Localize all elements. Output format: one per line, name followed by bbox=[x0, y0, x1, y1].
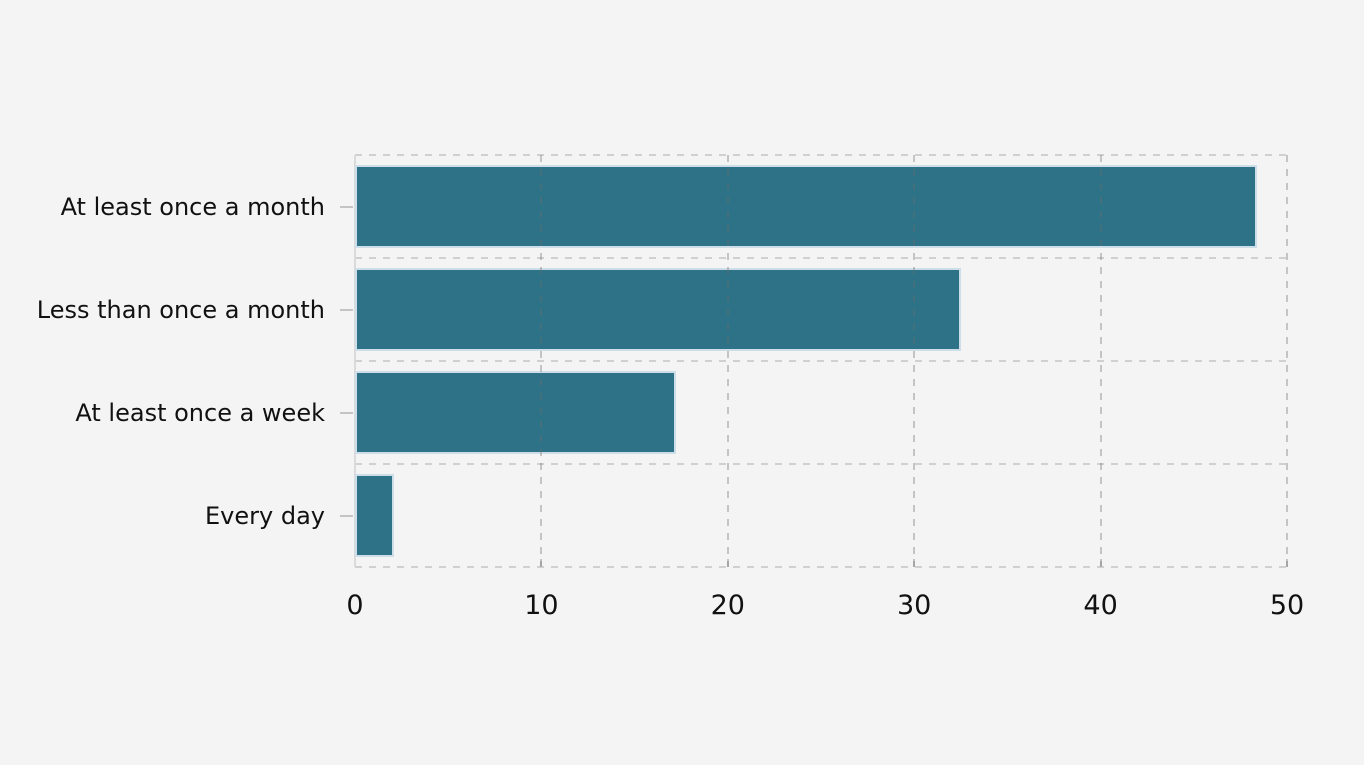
horizontal-gridline bbox=[355, 360, 1287, 362]
vertical-gridline bbox=[726, 155, 729, 567]
category-label: Every day bbox=[205, 501, 325, 530]
y-tick-mark bbox=[340, 308, 353, 311]
bar bbox=[355, 165, 1257, 248]
bar bbox=[355, 474, 394, 557]
x-tick-mark bbox=[913, 559, 916, 567]
bar bbox=[355, 268, 961, 351]
bars-layer bbox=[355, 155, 1287, 567]
x-tick-mark bbox=[726, 559, 729, 567]
x-tick-label: 20 bbox=[710, 590, 745, 621]
x-tick-mark bbox=[1099, 559, 1102, 567]
x-tick-mark bbox=[1286, 559, 1288, 567]
horizontal-gridline bbox=[355, 463, 1287, 465]
category-label: At least once a week bbox=[75, 398, 325, 427]
bar bbox=[355, 371, 676, 454]
y-tick-mark bbox=[340, 205, 353, 208]
horizontal-gridline bbox=[355, 257, 1287, 259]
x-tick-label: 10 bbox=[524, 590, 559, 621]
vertical-gridline bbox=[540, 155, 543, 567]
vertical-gridline bbox=[1286, 155, 1288, 567]
vertical-gridlines bbox=[355, 155, 1288, 567]
x-tick-label: 40 bbox=[1083, 590, 1118, 621]
x-tick-label: 50 bbox=[1269, 590, 1305, 621]
category-label: At least once a month bbox=[60, 192, 325, 221]
x-tick-mark bbox=[540, 559, 543, 567]
vertical-gridline bbox=[913, 155, 916, 567]
y-tick-mark bbox=[340, 411, 353, 414]
x-tick-label: 0 bbox=[346, 590, 364, 621]
y-axis-line bbox=[354, 155, 356, 567]
horizontal-gridlines bbox=[354, 154, 1287, 568]
horizontal-gridline bbox=[355, 154, 1287, 156]
x-tick-label: 30 bbox=[897, 590, 932, 621]
plot-area bbox=[354, 154, 1288, 568]
category-label: Less than once a month bbox=[36, 295, 325, 324]
horizontal-gridline bbox=[355, 566, 1287, 568]
y-tick-mark bbox=[340, 514, 353, 517]
vertical-gridline bbox=[1099, 155, 1102, 567]
